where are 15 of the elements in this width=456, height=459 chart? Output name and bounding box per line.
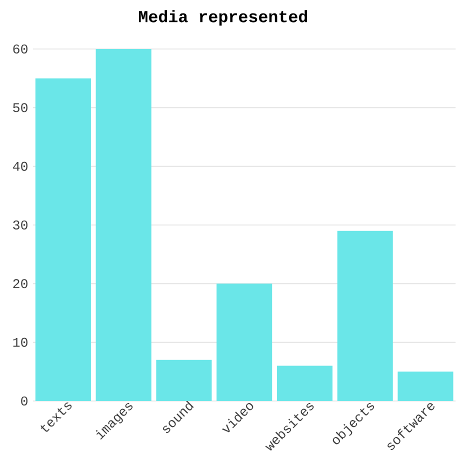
bar [216,284,272,401]
bar [276,366,332,401]
bar [156,360,212,401]
y-tick-label: 60 [13,44,28,54]
y-tick-label: 50 [13,103,28,112]
bar [337,230,393,401]
y-tick-label: 0 [21,396,28,406]
y-tick-label: 40 [12,162,28,171]
y-tick-label: 20 [13,279,28,288]
bar [398,372,454,401]
bar [96,49,152,401]
y-tick-label: 10 [13,338,28,347]
chart-title: Media represented [139,10,308,26]
bar [35,78,91,401]
y-tick-label: 30 [13,220,28,230]
